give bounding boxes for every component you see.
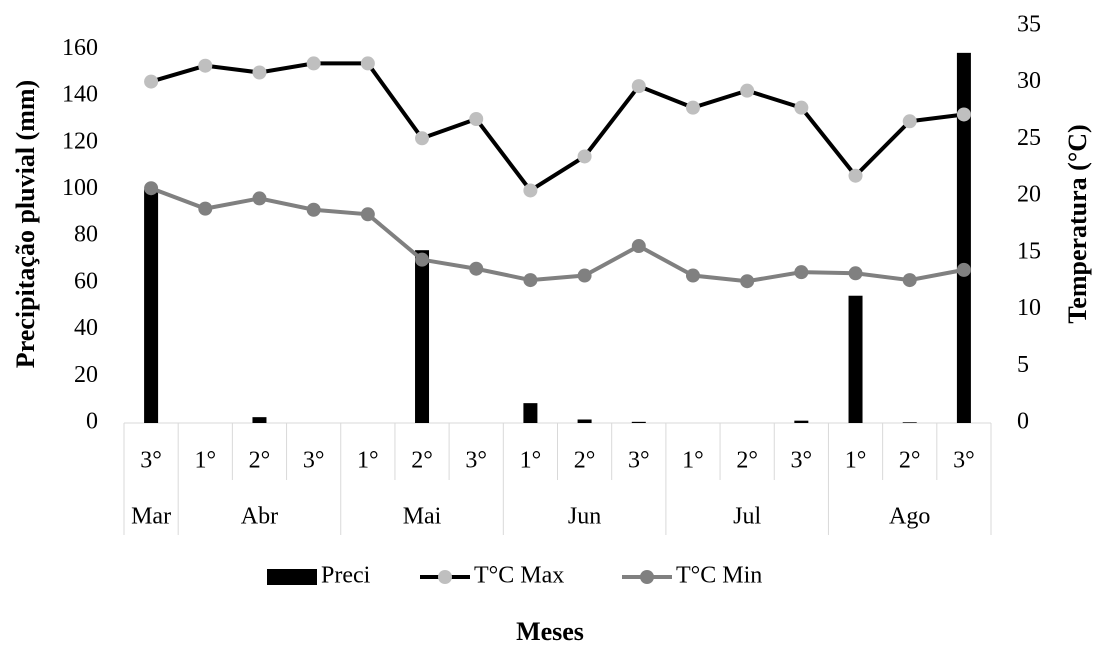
marker (252, 65, 267, 80)
bar (902, 422, 917, 423)
y2-tick-label: 20 (1017, 182, 1041, 208)
marker (740, 274, 755, 289)
y2-tick-label: 30 (1017, 68, 1041, 94)
bar (631, 421, 646, 423)
legend-label: T°C Max (474, 563, 564, 589)
legend-label: T°C Min (676, 563, 762, 589)
marker (902, 114, 917, 129)
marker (469, 261, 484, 276)
group-label: Abr (241, 504, 278, 530)
marker (252, 191, 267, 206)
marker (577, 268, 592, 283)
legend-swatch (267, 569, 317, 585)
x-tick-label: 2° (411, 448, 433, 474)
marker (198, 58, 213, 73)
y-tick-label: 140 (62, 82, 98, 108)
y-tick-label: 0 (86, 409, 98, 435)
marker (902, 273, 917, 288)
group-label: Jun (568, 504, 601, 530)
marker (523, 273, 538, 288)
group-label: Ago (889, 504, 930, 530)
marker (685, 100, 700, 115)
marker (415, 252, 430, 267)
x-tick-label: 1° (520, 448, 542, 474)
x-tick-label: 1° (357, 448, 379, 474)
x-tick-label: 1° (682, 448, 704, 474)
y-tick-label: 100 (62, 175, 98, 201)
y-axis-label: Precipitação pluvial (mm) (11, 80, 40, 368)
y2-tick-label: 25 (1017, 125, 1041, 151)
y-tick-label: 60 (74, 268, 98, 294)
group-label: Jul (733, 504, 761, 530)
y-tick-label: 40 (74, 315, 98, 341)
bar (252, 417, 267, 423)
bar (848, 295, 863, 423)
marker (631, 239, 646, 254)
y2-tick-label: 5 (1017, 352, 1029, 378)
marker (848, 168, 863, 183)
x-tick-label: 2° (899, 448, 921, 474)
x-tick-label: 3° (791, 448, 813, 474)
y-tick-label: 80 (74, 222, 98, 248)
bar (523, 403, 538, 423)
marker (415, 131, 430, 146)
line (150, 186, 965, 284)
marker (360, 207, 375, 222)
marker (956, 107, 971, 122)
x-tick-label: 3° (465, 448, 487, 474)
y-tick-label: 120 (62, 128, 98, 154)
bar (144, 189, 159, 423)
marker (523, 183, 538, 198)
legend-marker (640, 570, 654, 584)
y2-axis-label: Temperatura (°C) (1063, 124, 1092, 323)
legend-label: Preci (321, 563, 371, 589)
y2-tick-label: 15 (1017, 238, 1041, 264)
y-tick-label: 160 (62, 35, 98, 61)
x-tick-label: 2° (249, 448, 271, 474)
bar (415, 250, 430, 423)
y2-tick-label: 35 (1017, 12, 1041, 38)
marker (144, 181, 159, 196)
x-tick-label: 1° (845, 448, 867, 474)
bar (956, 52, 971, 423)
marker (848, 266, 863, 281)
marker (198, 201, 213, 216)
marker (631, 79, 646, 94)
marker (794, 100, 809, 115)
x-tick-label: 3° (628, 448, 650, 474)
marker (685, 268, 700, 283)
marker (306, 202, 321, 217)
x-tick-label: 2° (574, 448, 596, 474)
marker (577, 149, 592, 164)
legend-marker (438, 570, 452, 584)
marker (144, 74, 159, 89)
y2-tick-label: 0 (1017, 409, 1029, 435)
marker (794, 265, 809, 280)
x-tick-label: 3° (303, 448, 325, 474)
marker (956, 262, 971, 277)
marker (360, 56, 375, 71)
bar (577, 419, 592, 423)
marker (469, 112, 484, 127)
y-tick-label: 20 (74, 362, 98, 388)
x-tick-label: 3° (953, 448, 975, 474)
x-axis-label: Meses (516, 617, 584, 646)
marker (306, 56, 321, 71)
x-tick-label: 2° (736, 448, 758, 474)
group-label: Mar (131, 504, 171, 530)
y2-tick-label: 10 (1017, 295, 1041, 321)
marker (740, 83, 755, 98)
x-tick-label: 1° (194, 448, 216, 474)
line (150, 61, 965, 194)
group-label: Mai (403, 504, 442, 530)
bar (794, 420, 809, 423)
x-tick-label: 3° (140, 448, 162, 474)
